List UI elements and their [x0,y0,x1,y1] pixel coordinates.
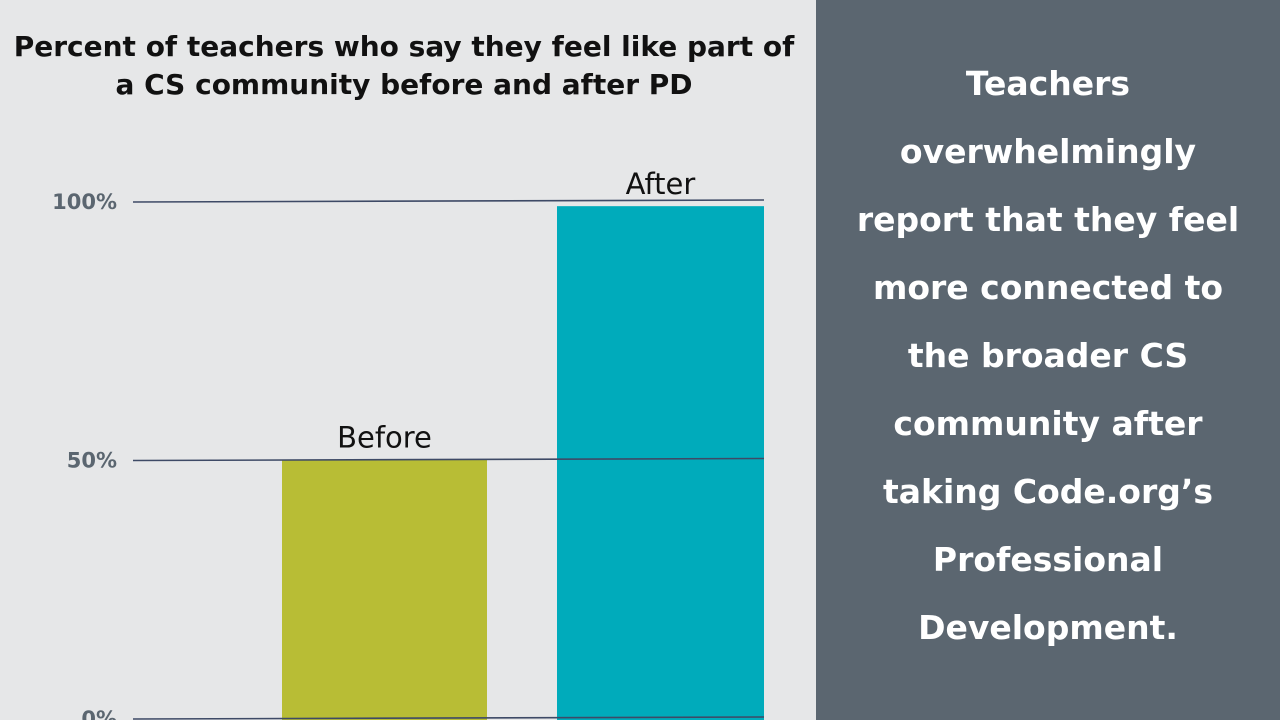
y-tick-label: 0% [81,707,117,720]
y-tick-label: 100% [52,190,117,214]
chart-title: Percent of teachers who say they feel li… [0,28,808,104]
callout-panel: Teachers overwhelmingly report that they… [816,0,1280,720]
chart-panel: Percent of teachers who say they feel li… [0,28,808,720]
callout-line: Professional [932,540,1164,579]
callout-line: the broader CS [907,336,1189,375]
callout-text: Teachers overwhelmingly report that they… [833,50,1263,662]
callout-line: Teachers [965,64,1131,103]
bar-after [557,206,764,720]
bar-label-before: Before [337,421,432,455]
gridline [132,199,765,203]
bar-chart: Before After 0% 50% 100% [52,167,765,720]
callout-line: community after [893,404,1203,443]
callout-line: Development. [918,608,1178,647]
chart-title-line-1: Percent of teachers who say they feel li… [13,30,795,63]
gridline [132,716,765,720]
bar-before [282,459,487,720]
callout-line: taking Code.org’s [882,472,1214,511]
gridline [132,457,765,462]
callout-line: report that they feel [856,200,1240,239]
y-tick-label: 50% [67,449,117,473]
chart-title-line-2: a CS community before and after PD [115,68,693,101]
callout-line: overwhelmingly [899,132,1197,171]
bar-label-after: After [626,167,696,201]
callout-line: more connected to [872,268,1224,307]
